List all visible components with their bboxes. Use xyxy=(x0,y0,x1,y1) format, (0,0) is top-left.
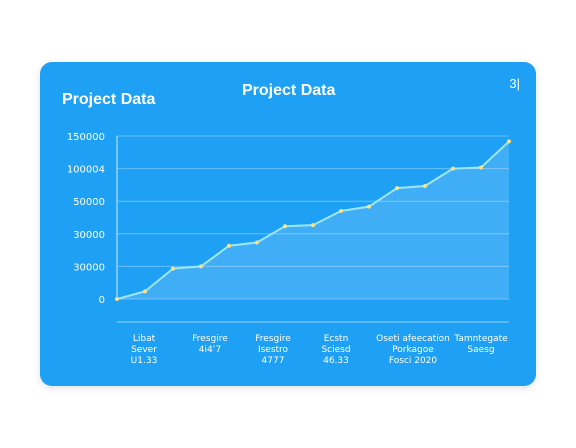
y-tick-label: 50000 xyxy=(73,197,105,208)
x-tick-label: Tamntegate xyxy=(453,334,508,344)
x-tick-label: 4777 xyxy=(262,356,285,366)
data-point xyxy=(199,264,203,269)
corner-indicator: 3| xyxy=(509,76,520,91)
area-chart: 0 30000 30000 50000 100004 150000 LibatSeverU1… xyxy=(67,132,511,366)
y-tick-label: 30000 xyxy=(73,230,105,241)
y-tick-label: 30000 xyxy=(73,262,105,273)
data-point xyxy=(171,266,175,271)
data-point xyxy=(367,204,371,209)
data-point xyxy=(227,243,231,248)
x-tick-label: 46.33 xyxy=(323,356,349,366)
y-tick-label: 100004 xyxy=(67,165,105,176)
x-tick-label: Oseti afeecation xyxy=(376,334,450,344)
x-tick-label: Fosci 2020 xyxy=(389,356,438,366)
x-tick-label: 4i4’7 xyxy=(199,345,222,355)
data-point xyxy=(311,223,315,228)
x-tick-label: Sever xyxy=(131,345,157,355)
data-point xyxy=(479,165,483,170)
y-tick-label: 0 xyxy=(99,295,105,306)
x-tick-label: Porkagoe xyxy=(392,345,434,355)
data-point xyxy=(143,289,147,294)
data-point xyxy=(451,166,455,171)
x-tick-label: Fresgire xyxy=(255,334,291,344)
area-fill xyxy=(117,141,509,299)
x-tick-label: Isestro xyxy=(258,345,289,355)
x-tick-label: U1.33 xyxy=(131,356,158,366)
data-point xyxy=(255,240,259,245)
data-point xyxy=(423,183,427,188)
y-tick-label: 150000 xyxy=(67,132,105,143)
x-tick-label: Sciesd xyxy=(321,345,350,355)
data-point xyxy=(507,139,511,144)
data-point xyxy=(115,297,119,301)
card-header-title: Project Data xyxy=(62,91,156,108)
x-tick-label: Fresgire xyxy=(192,334,228,344)
chart-card: Project Data Project Data 3| 0 30000 30000… xyxy=(40,62,536,386)
data-point xyxy=(339,208,343,213)
x-tick-label: Ecstn xyxy=(324,334,349,344)
chart-title: Project Data xyxy=(242,82,336,99)
data-point xyxy=(283,224,287,229)
data-point xyxy=(395,186,399,191)
x-tick-label: Libat xyxy=(133,334,156,344)
x-tick-label: Saesg xyxy=(467,345,494,355)
